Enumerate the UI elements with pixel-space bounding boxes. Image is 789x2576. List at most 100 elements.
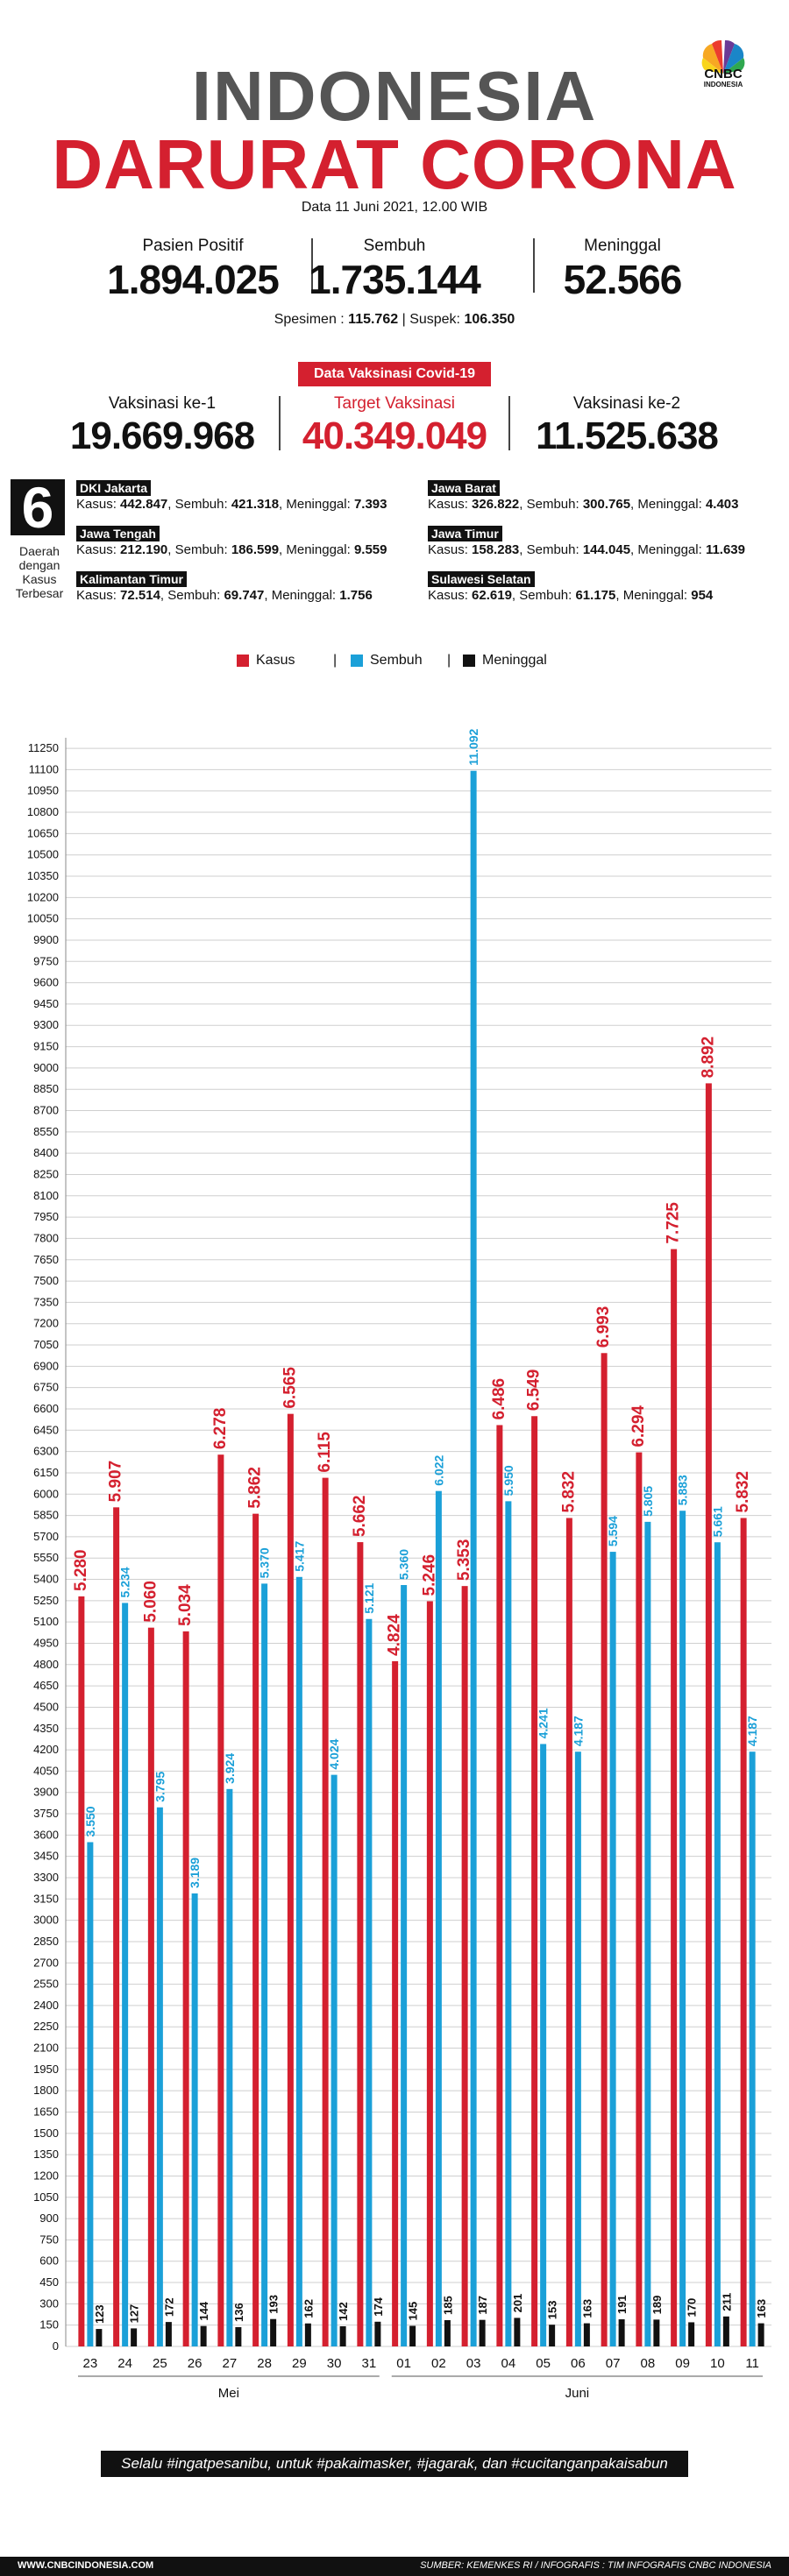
bar-kasus [252,1513,259,2346]
province-jawa-tengah: Jawa Tengah Kasus: 212.190, Sembuh: 186.… [76,526,387,557]
bar-value-label: 211 [720,2293,733,2311]
y-tick-label: 8700 [33,1104,59,1117]
bar-value-label: 5.280 [72,1549,90,1591]
bar-sembuh [574,1752,581,2346]
bar-value-label: 185 [441,2296,454,2315]
legend-swatch-kasus [237,655,249,667]
bar-kasus [426,1601,433,2346]
y-tick-label: 4050 [33,1764,59,1777]
logo-text: CNBC [704,67,743,81]
y-tick-label: 10200 [27,890,59,903]
province-stats: Kasus: 326.822, Sembuh: 300.765, Meningg… [428,497,739,512]
vaccine-target-value: 40.349.049 [302,414,487,457]
bar-sembuh [540,1744,547,2346]
x-tick-label: 30 [327,2356,342,2371]
bar-kasus [392,1660,399,2346]
bar-value-label: 3.189 [188,1858,202,1888]
bar-value-label: 201 [511,2294,524,2313]
bar-meninggal [618,2319,625,2346]
y-tick-label: 0 [53,2339,59,2353]
y-tick-label: 2550 [33,1978,59,1991]
bar-value-label: 187 [476,2296,489,2315]
y-tick-label: 8250 [33,1167,59,1180]
bar-value-label: 3.924 [223,1753,237,1784]
suspek-value: 106.350 [464,312,515,327]
province-name: Jawa Tengah [76,526,160,541]
y-tick-label: 2100 [33,2042,59,2055]
y-tick-label: 9300 [33,1018,59,1031]
y-tick-label: 1500 [33,2127,59,2140]
province-stats: Kasus: 72.514, Sembuh: 69.747, Meninggal… [76,588,373,603]
bar-kasus [182,1631,189,2346]
bar-value-label: 145 [407,2302,420,2321]
bar-value-label: 3.795 [153,1771,167,1801]
y-tick-label: 300 [39,2296,59,2310]
bar-sembuh [644,1521,651,2346]
y-tick-label: 1200 [33,2169,59,2182]
vaccine-1-value: 19.669.968 [69,414,255,457]
province-name: Sulawesi Selatan [428,571,535,587]
y-tick-label: 7650 [33,1253,59,1266]
stat-divider [311,238,313,293]
bar-meninggal [374,2321,381,2346]
y-tick-label: 2250 [33,2020,59,2033]
bar-sembuh [366,1618,373,2346]
bar-kasus [636,1452,643,2346]
x-tick-label: 29 [292,2356,307,2371]
x-tick-label: 08 [641,2356,656,2371]
y-tick-label: 900 [39,2212,59,2225]
x-tick-label: 24 [117,2356,132,2371]
suspek-label: Suspek: [409,312,465,327]
y-tick-label: 8850 [33,1082,59,1095]
y-tick-label: 8100 [33,1189,59,1202]
y-tick-label: 5700 [33,1530,59,1543]
x-tick-label: 28 [257,2356,272,2371]
bar-value-label: 162 [302,2299,315,2318]
stat-value-sembuh: 1.735.144 [309,257,481,302]
x-tick-label: 23 [83,2356,98,2371]
y-tick-label: 9450 [33,997,59,1010]
bar-value-label: 144 [197,2301,210,2320]
bar-sembuh [435,1490,442,2346]
bar-value-label: 5.950 [501,1465,515,1496]
x-tick-label: 10 [710,2356,725,2371]
vaccine-2-value: 11.525.638 [536,414,719,457]
bar-value-label: 6.993 [594,1306,613,1348]
bar-meninggal [339,2325,346,2346]
bar-meninggal [409,2325,416,2346]
legend-swatch-meninggal [463,655,475,667]
vaccine-2-label: Vaksinasi ke-2 [572,394,681,413]
bar-sembuh [156,1807,163,2346]
bar-value-label: 6.022 [431,1454,445,1485]
y-tick-label: 4500 [33,1700,59,1713]
bar-kasus [740,1518,747,2346]
province-name: Kalimantan Timur [76,571,187,587]
y-tick-label: 3900 [33,1786,59,1799]
bar-sembuh [679,1511,686,2346]
y-tick-label: 1650 [33,2105,59,2118]
x-tick-label: 04 [501,2356,516,2371]
bar-meninggal [96,2329,103,2346]
province-jawa-timur: Jawa Timur Kasus: 158.283, Sembuh: 144.0… [428,526,745,557]
legend-label-meninggal: Meninggal [482,653,547,668]
bar-meninggal [479,2319,486,2346]
y-tick-label: 6000 [33,1487,59,1500]
bar-value-label: 193 [267,2295,281,2314]
bar-meninggal [235,2326,242,2346]
x-tick-label: 06 [571,2356,586,2371]
y-tick-label: 6750 [33,1381,59,1394]
bar-sembuh [609,1552,616,2346]
vaccine-divider [508,396,510,450]
bar-kasus [357,1542,364,2346]
bar-value-label: 6.115 [316,1432,334,1473]
bar-sembuh [122,1603,129,2346]
y-tick-label: 6150 [33,1466,59,1479]
bar-value-label: 4.824 [386,1614,404,1656]
y-tick-label: 3450 [33,1850,59,1863]
bar-kasus [601,1353,608,2346]
bar-value-label: 5.417 [292,1541,306,1572]
province-name: Jawa Timur [428,526,502,541]
y-tick-label: 11100 [29,762,59,775]
y-tick-label: 10350 [27,869,59,882]
y-tick-label: 1050 [33,2190,59,2204]
